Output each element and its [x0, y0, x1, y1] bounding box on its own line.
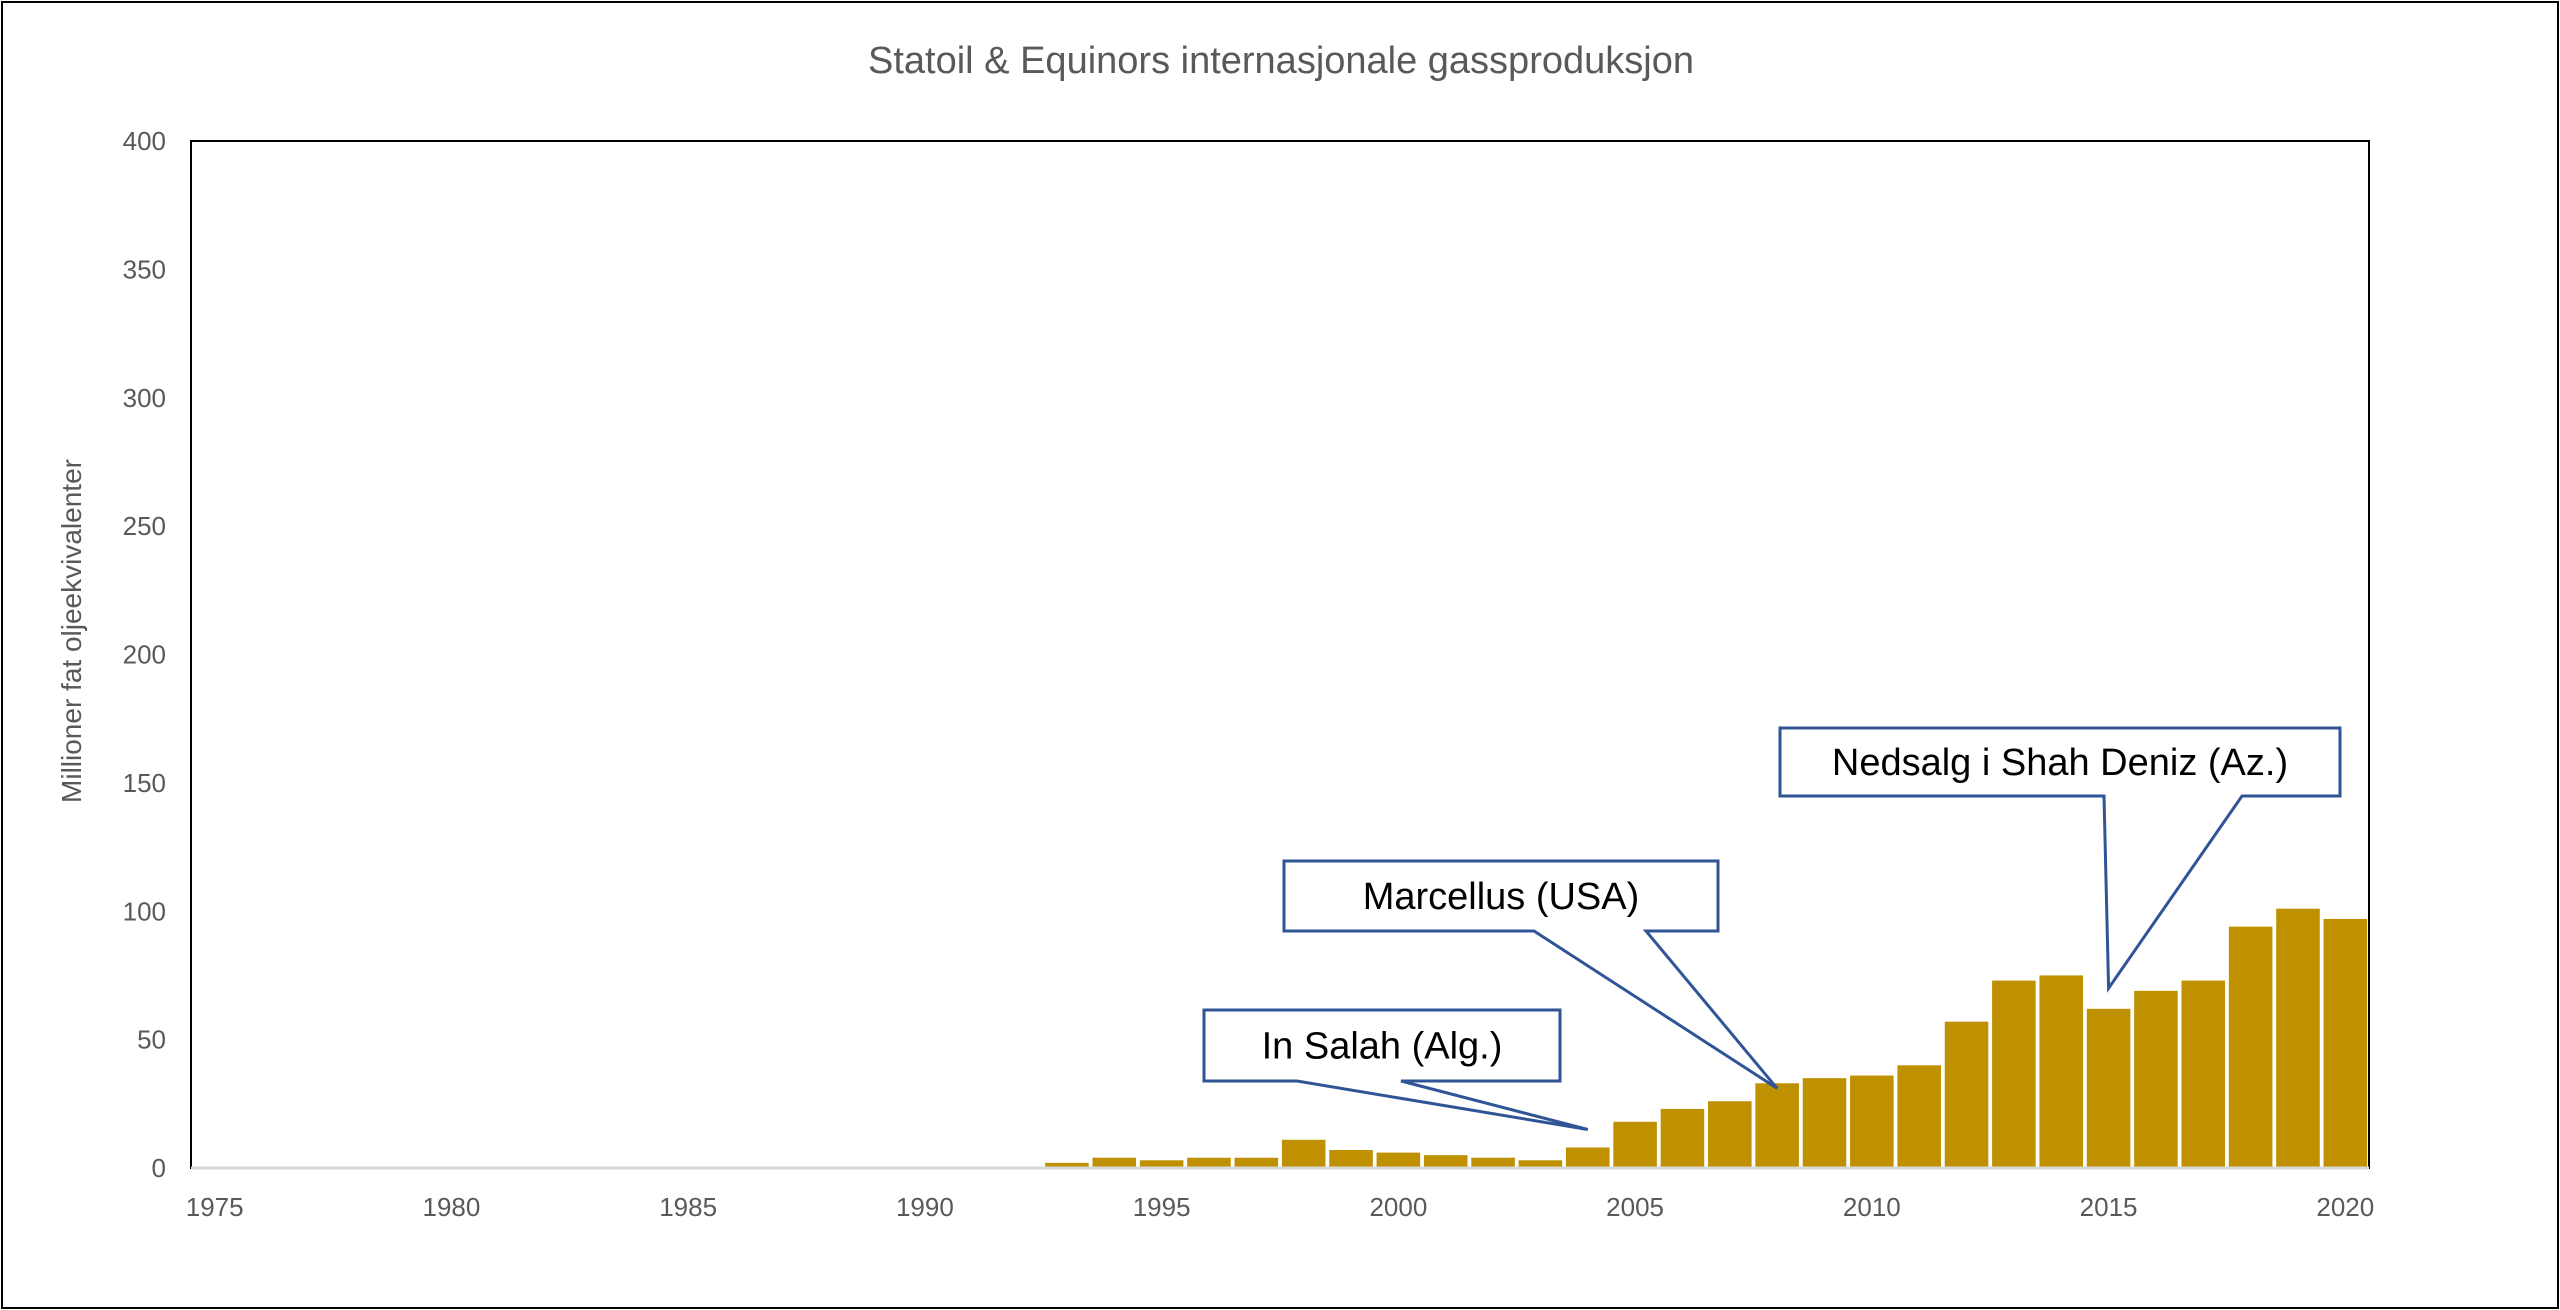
y-tick-label: 200 [123, 640, 166, 670]
bar [1613, 1121, 1657, 1168]
x-tick-label: 2015 [2080, 1192, 2138, 1222]
y-tick-label: 250 [123, 511, 166, 541]
y-tick-label: 150 [123, 768, 166, 798]
chart-svg: Statoil & Equinors internasjonale gasspr… [56, 40, 2374, 1222]
bar [2323, 918, 2368, 1168]
bar [1565, 1147, 1610, 1168]
callout-box [1778, 726, 2342, 993]
bar [1660, 1108, 1705, 1168]
callout-label: Nedsalg i Shah Deniz (Az.) [1832, 742, 2288, 784]
x-tick-label: 1995 [1133, 1192, 1191, 1222]
y-axis-ticks: 0 50 100 150 200 250 300 350 400 [123, 126, 166, 1183]
bars [1045, 908, 2368, 1168]
x-tick-label: 1975 [186, 1192, 244, 1222]
bar [1281, 1139, 1326, 1168]
bar [1850, 1075, 1894, 1168]
y-tick-label: 350 [123, 254, 166, 284]
y-tick-label: 300 [123, 383, 166, 413]
x-tick-label: 1985 [659, 1192, 717, 1222]
bar [2276, 908, 2320, 1168]
x-tick-label: 1980 [422, 1192, 480, 1222]
bar [1234, 1157, 1279, 1168]
x-tick-label: 2020 [2316, 1192, 2374, 1222]
y-tick-label: 0 [152, 1153, 166, 1183]
bar [2134, 990, 2178, 1168]
y-tick-label: 50 [137, 1025, 166, 1055]
callout-label: In Salah (Alg.) [1262, 1026, 1503, 1068]
bar [1423, 1155, 1468, 1168]
bar [1897, 1065, 1941, 1168]
bar [2086, 1008, 2131, 1168]
x-tick-label: 2000 [1369, 1192, 1427, 1222]
x-axis-ticks: 1975 1980 1985 1990 1995 2000 2005 2010 2015 2020 [186, 1192, 2374, 1222]
bar [1755, 1083, 1799, 1168]
bar [1708, 1101, 1752, 1168]
bar [1045, 1162, 1089, 1168]
bar [1092, 1157, 1137, 1168]
y-tick-label: 100 [123, 896, 166, 926]
bar [1992, 980, 2036, 1168]
bar [1376, 1152, 1421, 1168]
callout-box [1282, 859, 1779, 1090]
bar [2228, 926, 2273, 1168]
bar [1944, 1021, 1989, 1168]
bar [1329, 1150, 1373, 1168]
bar [1802, 1078, 1847, 1168]
bar [2181, 980, 2226, 1168]
bar [1471, 1157, 1515, 1168]
bar [1518, 1160, 1563, 1168]
bar [1139, 1160, 1184, 1168]
x-tick-label: 2010 [1843, 1192, 1901, 1222]
chart-title: Statoil & Equinors internasjonale gasspr… [868, 40, 1694, 82]
x-tick-label: 1990 [896, 1192, 954, 1222]
callout-box [1202, 1008, 1589, 1131]
x-tick-label: 2005 [1606, 1192, 1664, 1222]
y-axis-title: Millioner fat oljeekvivalenter [56, 459, 87, 803]
y-tick-label: 400 [123, 126, 166, 156]
bar [2039, 975, 2084, 1168]
callouts: In Salah (Alg.) Marcellus (USA) Nedsalg i … [1202, 726, 2342, 1131]
bar [1187, 1157, 1231, 1168]
callout-label: Marcellus (USA) [1363, 876, 1640, 918]
